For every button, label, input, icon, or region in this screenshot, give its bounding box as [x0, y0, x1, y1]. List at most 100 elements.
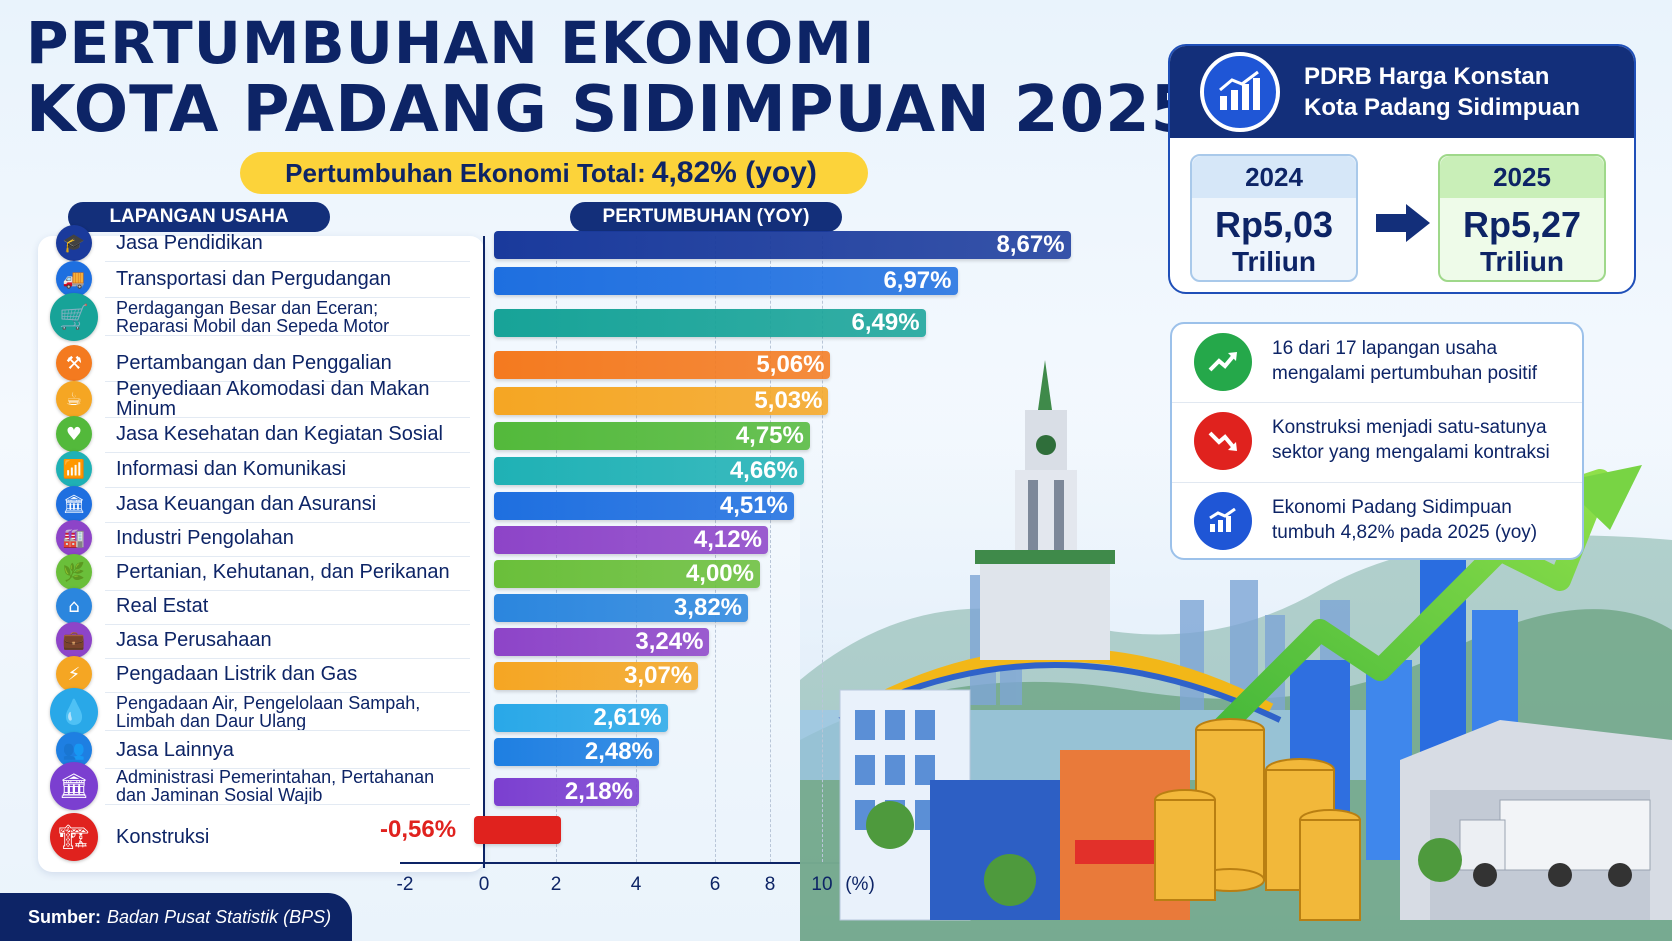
sector-label-line: Limbah dan Daur Ulang	[116, 711, 307, 731]
coins	[1154, 718, 1361, 921]
bar-value-label: 4,51%	[719, 492, 788, 519]
bar-value-label: 2,61%	[593, 704, 662, 731]
truck	[1459, 799, 1651, 887]
bar-value-label: 8,67%	[996, 231, 1065, 258]
crane-icon: 🏗	[50, 813, 98, 861]
sector-row: 💧 Pengadaan Air, Pengelolaan Sampah, Limba…	[50, 688, 480, 736]
leaf-icon: 🌿	[56, 554, 92, 590]
sector-row: 🏛 Jasa Keuangan dan Asuransi	[50, 486, 480, 523]
total-growth-value: 4,82% (yoy)	[651, 156, 817, 189]
bar-value-label: 4,00%	[685, 560, 754, 587]
shopping-cart-icon: 🛒	[50, 293, 98, 341]
chart-bar	[494, 231, 1071, 259]
source-value: Badan Pusat Statistik (BPS)	[107, 906, 332, 927]
pdrb-header: PDRB Harga Konstan Kota Padang Sidimpuan	[1170, 46, 1634, 138]
sector-row: ⚡ Pengadaan Listrik dan Gas	[50, 656, 480, 693]
bar-value-label: 4,66%	[729, 457, 798, 484]
title-line-1: PERTUMBUHAN EKONOMI	[26, 9, 876, 77]
sector-label: Jasa Lainnya	[116, 740, 234, 760]
x-tick-label: 8	[764, 874, 776, 895]
pdrb-2024-unit: Triliun	[1232, 246, 1316, 277]
chart-bar	[494, 778, 639, 806]
house-icon: ⌂	[56, 588, 92, 624]
title-line-2: KOTA PADANG SIDIMPUAN 2025	[26, 73, 1197, 147]
sector-row: 🌿 Pertanian, Kehutanan, dan Perikanan	[50, 554, 480, 591]
total-growth-badge: Pertumbuhan Ekonomi Total: 4,82% (yoy)	[240, 152, 868, 194]
sector-label: Real Estat	[116, 596, 208, 616]
pdrb-2024-year: 2024	[1192, 156, 1356, 198]
sector-label-line: Reparasi Mobil dan Sepeda Motor	[116, 316, 390, 336]
sector-label: Pengadaan Air, Pengelolaan Sampah, Limbah…	[116, 694, 420, 730]
bar-value-label: 2,18%	[564, 778, 633, 805]
pdrb-title-line1: PDRB Harga Konstan	[1304, 62, 1550, 90]
highlight-contraction-line1: Konstruksi menjadi satu-satunya	[1272, 416, 1547, 438]
pdrb-title: PDRB Harga Konstan Kota Padang Sidimpuan	[1304, 61, 1580, 123]
bar-value-label: 5,06%	[756, 351, 825, 378]
sector-label-line: Industri Pengolahan	[116, 527, 294, 549]
sector-label-line: Real Estat	[116, 595, 209, 617]
pdrb-title-line2: Kota Padang Sidimpuan	[1304, 94, 1581, 121]
bar-value-label: 6,97%	[883, 267, 952, 294]
people-icon: 👥	[56, 732, 92, 768]
sector-row: 🏭 Industri Pengolahan	[50, 520, 480, 557]
bar-value-label: 4,12%	[693, 526, 762, 553]
sector-row: 🏛 Administrasi Pemerintahan, Pertahanan da…	[50, 762, 480, 810]
row-separator	[105, 804, 470, 805]
highlight-positive-line1: 16 dari 17 lapangan usaha	[1272, 338, 1498, 360]
trend-up-icon	[1194, 333, 1252, 391]
chart-bar	[474, 816, 562, 844]
chart-bar	[494, 628, 710, 656]
row-separator	[105, 590, 470, 591]
bar-value-label: 3,82%	[673, 594, 743, 621]
wifi-icon: 📶	[56, 451, 92, 487]
sector-label-line: Jasa Kesehatan dan Kegiatan Sosial	[116, 423, 443, 445]
sector-row: 📶 Informasi dan Komunikasi	[50, 451, 480, 488]
sector-label-line: Pengadaan Air, Pengelolaan Sampah,	[116, 693, 421, 713]
trend-down-icon	[1194, 411, 1252, 470]
sector-row: 🛒 Perdagangan Besar dan Eceran; Reparasi M…	[50, 293, 480, 341]
bank-icon: 🏛	[56, 486, 92, 522]
row-separator	[105, 522, 470, 523]
pdrb-2025-year: 2025	[1440, 156, 1604, 198]
chart-bar	[494, 267, 958, 295]
briefcase-icon: 💼	[56, 622, 92, 658]
x-tick-label: -2	[396, 874, 414, 895]
total-growth-label: Pertumbuhan Ekonomi Total:	[285, 157, 646, 188]
pdrb-2025-amount: Rp5,27	[1462, 204, 1582, 245]
chart-bar	[494, 704, 668, 732]
x-tick-label: 4	[630, 874, 642, 895]
sector-column-header: LAPANGAN USAHA	[68, 202, 330, 232]
x-tick-label: 6	[709, 874, 721, 895]
sector-row: ⚒ Pertambangan dan Penggalian	[50, 345, 480, 382]
sector-label: Jasa Kesehatan dan Kegiatan Sosial	[116, 424, 443, 444]
sector-row: ♥ Jasa Kesehatan dan Kegiatan Sosial	[50, 416, 480, 453]
sector-row: 💼 Jasa Perusahaan	[50, 622, 480, 659]
highlight-total-line1: Ekonomi Padang Sidimpuan	[1272, 496, 1512, 518]
highlight-total: Ekonomi Padang Sidimpuan tumbuh 4,82% pa…	[1172, 482, 1582, 558]
sector-row: 🚚 Transportasi dan Pergudangan	[50, 261, 480, 298]
x-tick-label: 0	[478, 874, 490, 895]
x-gridline	[822, 236, 823, 862]
highlight-positive: 16 dari 17 lapangan usaha mengalami pert…	[1172, 324, 1582, 400]
row-separator	[105, 452, 470, 453]
row-separator	[105, 730, 470, 731]
sector-label-line: Pertanian, Kehutanan, dan Perikanan	[116, 561, 450, 583]
pickaxe-icon: ⚒	[56, 345, 92, 381]
sector-label-line: Penyediaan Akomodasi dan Makan Minum	[116, 378, 430, 420]
row-separator	[105, 335, 470, 336]
clock-tower	[975, 360, 1115, 660]
chart-bar	[494, 351, 831, 379]
highlight-contraction: Konstruksi menjadi satu-satunya sektor y…	[1172, 402, 1582, 478]
row-separator	[105, 261, 470, 262]
arrow-right-icon	[1376, 204, 1430, 242]
x-axis-line	[400, 862, 860, 864]
sector-label: Jasa Keuangan dan Asuransi	[116, 494, 376, 514]
chart-bar	[494, 422, 810, 450]
sector-row: 👥 Jasa Lainnya	[50, 732, 480, 769]
sector-label-line: Jasa Keuangan dan Asuransi	[116, 493, 377, 515]
row-separator	[105, 692, 470, 693]
sector-list-panel	[38, 236, 484, 872]
highlight-total-line2: tumbuh 4,82% pada 2025 (yoy)	[1272, 521, 1538, 543]
sector-label: Transportasi dan Pergudangan	[116, 269, 391, 289]
sector-row: ☕ Penyediaan Akomodasi dan Makan Minum	[50, 378, 480, 420]
